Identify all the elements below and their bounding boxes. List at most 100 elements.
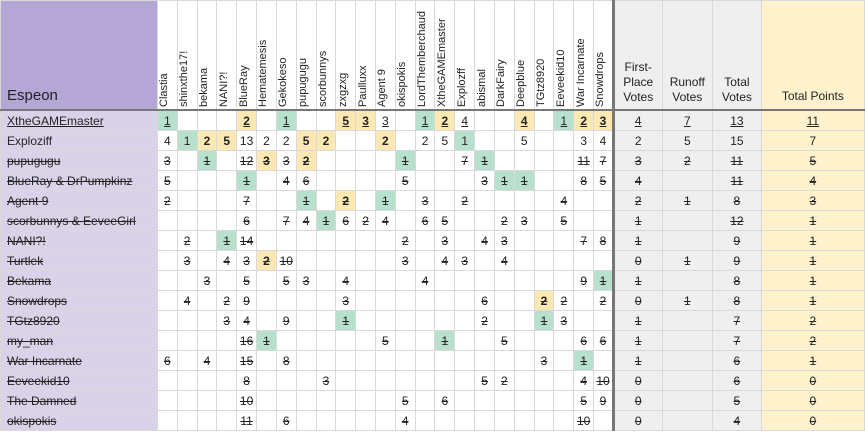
rank-cell[interactable]: 3 [335,290,357,311]
rank-cell[interactable] [216,150,238,171]
rank-cell[interactable] [533,109,555,131]
rank-cell[interactable] [533,410,555,431]
rank-cell[interactable] [553,370,575,391]
rank-cell[interactable] [394,210,416,231]
first-place-votes[interactable]: 0 [611,250,663,271]
rank-cell[interactable] [374,370,396,391]
rank-cell[interactable]: 1 [593,270,615,291]
rank-cell[interactable] [216,330,238,351]
rank-cell[interactable] [513,370,535,391]
rank-cell[interactable]: 3 [533,350,555,371]
rank-cell[interactable] [493,190,515,211]
rank-cell[interactable] [156,330,178,351]
rank-cell[interactable]: 3 [374,109,396,131]
rank-cell[interactable]: 5 [216,130,238,151]
rank-cell[interactable] [156,370,178,391]
rank-cell[interactable]: 4 [295,210,317,231]
rank-cell[interactable] [295,290,317,311]
rank-cell[interactable] [355,310,376,331]
rank-cell[interactable] [176,390,198,411]
rank-cell[interactable] [394,370,416,391]
rank-cell[interactable] [216,370,238,391]
rank-cell[interactable]: 1 [454,130,476,151]
rank-cell[interactable]: 3 [315,370,337,391]
rank-cell[interactable] [156,250,178,271]
candidate-header[interactable]: War Incarnate [573,0,595,111]
rank-cell[interactable] [513,250,535,271]
total-votes[interactable]: 8 [712,190,762,211]
rank-cell[interactable]: 3 [493,230,515,251]
rank-cell[interactable] [533,130,555,151]
rank-cell[interactable] [474,130,495,151]
rank-cell[interactable] [315,270,337,291]
candidate-header[interactable]: BlueRay [236,0,258,111]
rank-cell[interactable] [196,410,218,431]
rank-cell[interactable] [256,170,277,191]
rank-cell[interactable]: 4 [196,350,218,371]
candidate-header[interactable]: Clastia [156,0,178,111]
candidate-header[interactable]: Hematemesis [256,0,277,111]
rank-cell[interactable] [335,230,357,251]
first-place-votes[interactable]: 4 [611,170,663,191]
rank-cell[interactable] [176,109,198,131]
rank-cell[interactable] [355,270,376,291]
rank-cell[interactable] [374,310,396,331]
rank-cell[interactable]: 1 [394,150,416,171]
rank-cell[interactable] [493,130,515,151]
total-votes[interactable]: 6 [712,370,762,391]
rank-cell[interactable] [315,230,337,251]
rank-cell[interactable] [355,170,376,191]
rank-cell[interactable] [573,210,595,231]
rank-cell[interactable] [176,310,198,331]
rank-cell[interactable]: 3 [236,250,258,271]
rank-cell[interactable] [513,150,535,171]
rank-cell[interactable] [394,270,416,291]
rank-cell[interactable] [374,270,396,291]
rank-cell[interactable]: 3 [454,250,476,271]
rank-cell[interactable]: 7 [454,150,476,171]
runoff-votes[interactable] [661,370,714,391]
rank-cell[interactable]: 6 [434,390,456,411]
total-votes[interactable]: 15 [712,130,762,151]
candidate-header[interactable]: Snowdrops [593,0,615,111]
rank-cell[interactable] [414,350,436,371]
rank-cell[interactable] [493,350,515,371]
rank-cell[interactable] [156,390,178,411]
rank-cell[interactable] [553,230,575,251]
rank-cell[interactable] [176,210,198,231]
rank-cell[interactable]: 1 [295,190,317,211]
rank-cell[interactable] [176,350,198,371]
rank-cell[interactable]: 8 [236,370,258,391]
rank-cell[interactable]: 5 [394,390,416,411]
rank-cell[interactable] [553,250,575,271]
rank-cell[interactable] [216,190,238,211]
rank-cell[interactable] [295,250,317,271]
rank-cell[interactable]: 4 [474,230,495,251]
candidate-header[interactable]: Paulluxx [355,0,376,111]
candidate-header[interactable]: Deepblue [513,0,535,111]
rank-cell[interactable]: 1 [176,130,198,151]
rank-cell[interactable] [216,410,238,431]
rank-cell[interactable] [454,370,476,391]
rank-cell[interactable] [374,230,396,251]
rank-cell[interactable] [256,370,277,391]
rank-cell[interactable] [256,350,277,371]
first-place-votes[interactable]: 0 [611,370,663,391]
rank-cell[interactable] [216,170,238,191]
rank-cell[interactable] [513,410,535,431]
rank-cell[interactable] [355,350,376,371]
entrant-name[interactable]: NANI?! [0,230,158,251]
candidate-header[interactable]: okispokis [394,0,416,111]
first-place-votes[interactable]: 3 [611,150,663,171]
rank-cell[interactable]: 3 [593,109,615,131]
rank-cell[interactable]: 9 [593,390,615,411]
rank-cell[interactable]: 1 [216,230,238,251]
first-place-votes[interactable]: 2 [611,130,663,151]
rank-cell[interactable] [394,310,416,331]
rank-cell[interactable] [374,290,396,311]
rank-cell[interactable] [216,270,238,291]
rank-cell[interactable] [315,109,337,131]
total-votes[interactable]: 7 [712,330,762,351]
first-place-votes[interactable]: 1 [611,330,663,351]
rank-cell[interactable]: 10 [236,390,258,411]
